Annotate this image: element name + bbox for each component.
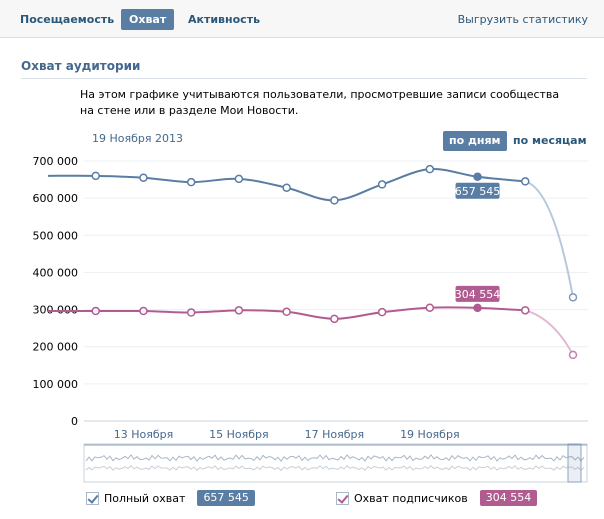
data-point — [330, 314, 339, 324]
tab-reach[interactable]: Охват — [121, 9, 175, 30]
period-by-months-button[interactable]: по месяцам — [513, 134, 587, 147]
y-tick-label: 100 000 — [33, 378, 79, 391]
section-divider — [21, 78, 587, 79]
data-point — [186, 177, 196, 187]
tooltip-value: 304 554 — [455, 288, 501, 301]
navigator-handle — [567, 443, 582, 483]
chart-grid — [84, 160, 588, 422]
legend-full-reach-value: 657 545 — [197, 490, 255, 506]
y-tick-label: 600 000 — [33, 192, 79, 205]
data-point — [425, 164, 435, 174]
y-tick-label: 700 000 — [33, 155, 79, 168]
section-title: Охват аудитории — [21, 59, 141, 73]
navigator-frame — [83, 443, 588, 483]
data-point — [330, 196, 339, 205]
series-line-trailing — [524, 180, 574, 298]
data-point — [139, 173, 148, 182]
legend-subscriber-reach-value: 304 554 — [479, 490, 538, 506]
data-point — [234, 174, 244, 184]
x-tick-label: 15 Ноября — [209, 428, 269, 441]
data-point — [282, 183, 291, 192]
data-point — [91, 306, 100, 316]
legend-subscriber-reach[interactable]: Охват подписчиков 304 554 — [336, 490, 538, 506]
top-tab-bar: Посещаемость Охват Активность Выгрузить … — [0, 0, 604, 38]
export-stats-link[interactable]: Выгрузить статистику — [457, 13, 588, 26]
data-point — [473, 303, 482, 313]
range-navigator — [83, 443, 588, 483]
data-point — [521, 177, 530, 186]
data-point — [473, 172, 482, 182]
tooltip-value: 657 545 — [455, 185, 501, 198]
data-point — [568, 350, 578, 360]
data-point — [234, 306, 244, 315]
data-point — [521, 306, 530, 315]
x-axis: 13 Ноября 15 Ноября 17 Ноября 19 Ноября — [114, 428, 460, 441]
full-reach-checkbox[interactable] — [86, 491, 99, 505]
y-tick-label: 500 000 — [33, 229, 79, 242]
chart-description: На этом графике учитываются пользователи… — [80, 88, 560, 117]
data-point — [377, 307, 387, 317]
navigator-full-reach-line — [85, 453, 585, 463]
legend-full-reach[interactable]: Полный охват 657 545 — [86, 490, 255, 506]
tab-activity[interactable]: Активность — [188, 13, 261, 26]
tooltip-box — [455, 285, 500, 302]
legend-full-reach-label: Полный охват — [104, 491, 186, 505]
selected-date: 19 Ноября 2013 — [92, 132, 183, 145]
data-point — [139, 306, 148, 316]
period-by-days-button[interactable]: по дням — [443, 131, 507, 151]
data-point — [568, 293, 578, 302]
y-tick-label: 200 000 — [33, 341, 79, 354]
y-tick-label: 0 — [71, 415, 78, 428]
x-tick-label: 19 Ноября — [400, 428, 460, 441]
chart-series — [47, 164, 578, 360]
x-tick-label: 13 Ноября — [114, 428, 174, 441]
chart-tooltips: 657 545 304 554 — [455, 182, 501, 302]
tooltip-box — [455, 182, 500, 199]
x-tick-label: 17 Ноября — [305, 428, 365, 441]
data-point — [186, 308, 196, 317]
data-point — [282, 307, 291, 317]
legend-subscriber-reach-label: Охват подписчиков — [354, 491, 468, 505]
data-point — [91, 171, 100, 181]
data-point — [425, 303, 435, 312]
subscriber-reach-checkbox[interactable] — [336, 491, 349, 505]
navigator-subscriber-line — [85, 464, 585, 472]
y-tick-label: 400 000 — [33, 266, 79, 279]
data-point — [377, 180, 387, 189]
series-line-trailing — [524, 309, 574, 356]
tab-attendance[interactable]: Посещаемость — [20, 13, 115, 26]
